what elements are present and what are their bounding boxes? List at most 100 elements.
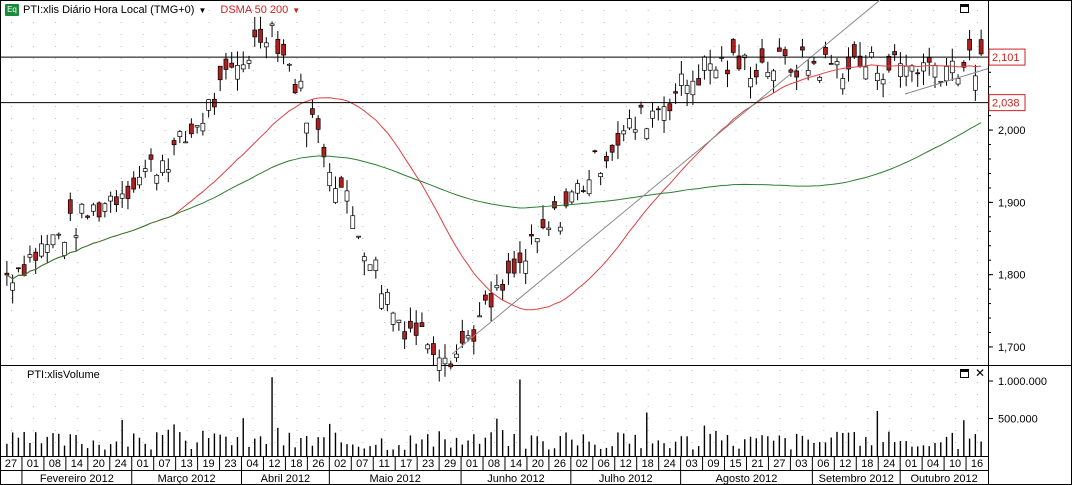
grid-dot [230, 286, 232, 287]
grid-dot [933, 154, 935, 155]
grid-dot [801, 394, 803, 395]
grid-dot [98, 394, 100, 395]
grid-dot [867, 310, 869, 311]
grid-dot [10, 202, 12, 203]
grid-dot [823, 286, 825, 287]
grid-dot [801, 298, 803, 299]
grid-dot [845, 178, 847, 179]
day-tick-label: 20 [93, 458, 105, 470]
grid-dot [384, 70, 386, 71]
grid-dot [340, 130, 342, 131]
grid-dot [911, 310, 913, 311]
grid-dot [186, 154, 188, 155]
grid-dot [428, 358, 430, 359]
grid-dot [318, 58, 320, 59]
grid-dot [581, 130, 583, 131]
grid-dot [142, 274, 144, 275]
grid-dot [428, 238, 430, 239]
grid-dot [911, 346, 913, 347]
grid-dot [494, 214, 495, 215]
close-icon[interactable]: ✕ [975, 366, 986, 380]
grid-dot [406, 346, 408, 347]
grid-dot [450, 178, 452, 179]
grid-dot [494, 298, 495, 299]
grid-dot [669, 382, 671, 383]
grid-dot [340, 202, 342, 203]
grid-dot [933, 94, 935, 95]
maximize-icon[interactable] [960, 4, 969, 13]
grid-dot [889, 106, 891, 107]
grid-dot [208, 202, 210, 203]
grid-dot [186, 262, 188, 263]
grid-dot [472, 406, 474, 407]
grid-dot [845, 154, 847, 155]
candle-body [898, 63, 903, 78]
indicator-chevron-down-icon[interactable]: ▼ [292, 5, 301, 15]
grid-dot [230, 250, 232, 251]
grid-dot [537, 382, 539, 383]
chart-header[interactable]: Eq PTI:xlis Diário Hora Local (TMG+0) ▼ … [5, 3, 300, 17]
candle-body [235, 65, 240, 80]
grid-dot [494, 370, 495, 371]
grid-dot [537, 94, 539, 95]
candle-body [269, 23, 275, 26]
grid-dot [977, 286, 979, 287]
grid-dot [801, 58, 803, 59]
indicator-label[interactable]: DSMA 50 200 [220, 4, 289, 16]
grid-dot [406, 94, 408, 95]
grid-dot [252, 370, 254, 371]
grid-dot [98, 178, 100, 179]
grid-dot [559, 70, 561, 71]
candle-body [62, 242, 67, 256]
grid-dot [318, 154, 320, 155]
candle-body [448, 363, 454, 368]
grid-dot [274, 346, 276, 347]
grid-dot [318, 286, 320, 287]
grid-dot [713, 418, 715, 419]
grid-dot [164, 394, 166, 395]
grid-dot [296, 10, 298, 11]
grid-dot [186, 346, 188, 347]
chevron-down-icon[interactable]: ▼ [198, 5, 207, 15]
grid-dot [823, 298, 825, 299]
grid-dot [955, 94, 957, 95]
grid-dot [669, 22, 671, 23]
candle-body [546, 227, 552, 231]
volume-maximize-icon[interactable] [960, 369, 969, 378]
grid-dot [142, 214, 144, 215]
grid-dot [757, 442, 759, 443]
grid-dot [54, 286, 56, 287]
grid-dot [779, 262, 781, 263]
grid-dot [98, 418, 100, 419]
grid-dot [845, 238, 847, 239]
candle-body [892, 51, 897, 56]
grid-dot [779, 394, 781, 395]
grid-dot [669, 46, 671, 47]
grid-dot [274, 10, 276, 11]
grid-dot [32, 310, 34, 311]
grid-dot [735, 58, 737, 59]
grid-dot [54, 382, 56, 383]
grid-dot [384, 154, 386, 155]
candle-body [379, 293, 384, 309]
candle-body [454, 353, 459, 359]
day-tick-label: 06 [817, 458, 829, 470]
candle-body [581, 190, 586, 192]
level-label: 2,101 [992, 52, 1020, 64]
level-tag [988, 48, 1026, 66]
grid-dot [230, 22, 232, 23]
grid-dot [472, 94, 474, 95]
grid-dot [428, 142, 430, 143]
grid-dot [362, 22, 364, 23]
chart-title[interactable]: PTI:xlis Diário Hora Local (TMG+0) [23, 4, 195, 16]
candle-body [621, 130, 627, 135]
grid-dot [318, 22, 320, 23]
grid-dot [76, 262, 78, 263]
grid-dot [559, 274, 561, 275]
grid-dot [76, 382, 78, 383]
candle-body [921, 62, 926, 72]
candle-body [275, 38, 281, 54]
candle-body [194, 124, 200, 128]
candle-body [777, 47, 782, 52]
grid-dot [230, 106, 232, 107]
